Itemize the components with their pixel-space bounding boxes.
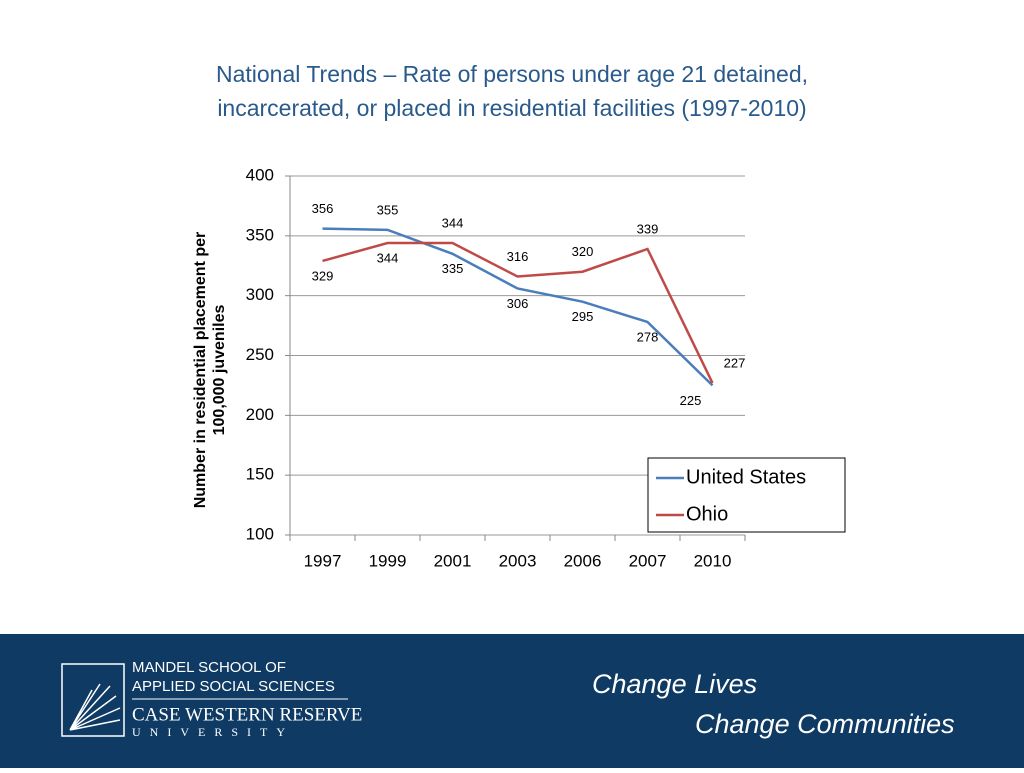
x-tick-label: 2010 [694, 551, 732, 570]
legend-box [647, 457, 846, 533]
x-tick-label: 2001 [434, 551, 472, 570]
logo [61, 663, 125, 737]
footer [0, 634, 1024, 768]
y-tick-label: 350 [246, 225, 274, 244]
y-tick-label: 150 [246, 465, 274, 484]
legend-label: Ohio [686, 503, 728, 525]
data-label: 316 [507, 249, 529, 264]
data-label: 278 [637, 329, 659, 344]
legend-label: United States [686, 466, 806, 488]
series-line [322, 241, 714, 384]
school-name: MANDEL SCHOOL OF [132, 659, 286, 676]
school-name: APPLIED SOCIAL SCIENCES [132, 678, 335, 695]
y-tick-label: 400 [246, 165, 274, 184]
slogan: Change Lives [592, 669, 757, 699]
university-sub: UNIVERSITY [132, 725, 294, 739]
data-label: 344 [442, 215, 464, 230]
y-tick-label: 250 [246, 345, 274, 364]
x-tick-label: 2006 [564, 551, 602, 570]
chart-title: National Trends – Rate of persons under … [216, 61, 808, 87]
data-label: 306 [507, 296, 529, 311]
data-label: 344 [377, 250, 399, 265]
slogan: Change Communities [695, 709, 955, 739]
x-tick-label: 2003 [499, 551, 537, 570]
data-label: 225 [680, 393, 702, 408]
data-label: 227 [724, 355, 746, 370]
x-tick-label: 2007 [629, 551, 667, 570]
series-line [322, 227, 714, 387]
data-label: 320 [572, 244, 594, 259]
data-label: 295 [572, 309, 594, 324]
data-label: 335 [442, 261, 464, 276]
x-tick-label: 1997 [304, 551, 342, 570]
y-tick-label: 200 [246, 405, 274, 424]
university-name: CASE WESTERN RESERVE [132, 704, 362, 725]
x-tick-label: 1999 [369, 551, 407, 570]
chart-title: incarcerated, or placed in residential f… [217, 95, 806, 121]
data-label: 329 [312, 268, 334, 283]
data-label: 355 [377, 202, 399, 217]
y-axis-label: Number in residential placement per 100,0… [192, 232, 228, 509]
y-tick-label: 100 [246, 524, 274, 543]
data-label: 339 [637, 221, 659, 236]
data-label: 356 [312, 201, 334, 216]
y-tick-label: 300 [246, 285, 274, 304]
